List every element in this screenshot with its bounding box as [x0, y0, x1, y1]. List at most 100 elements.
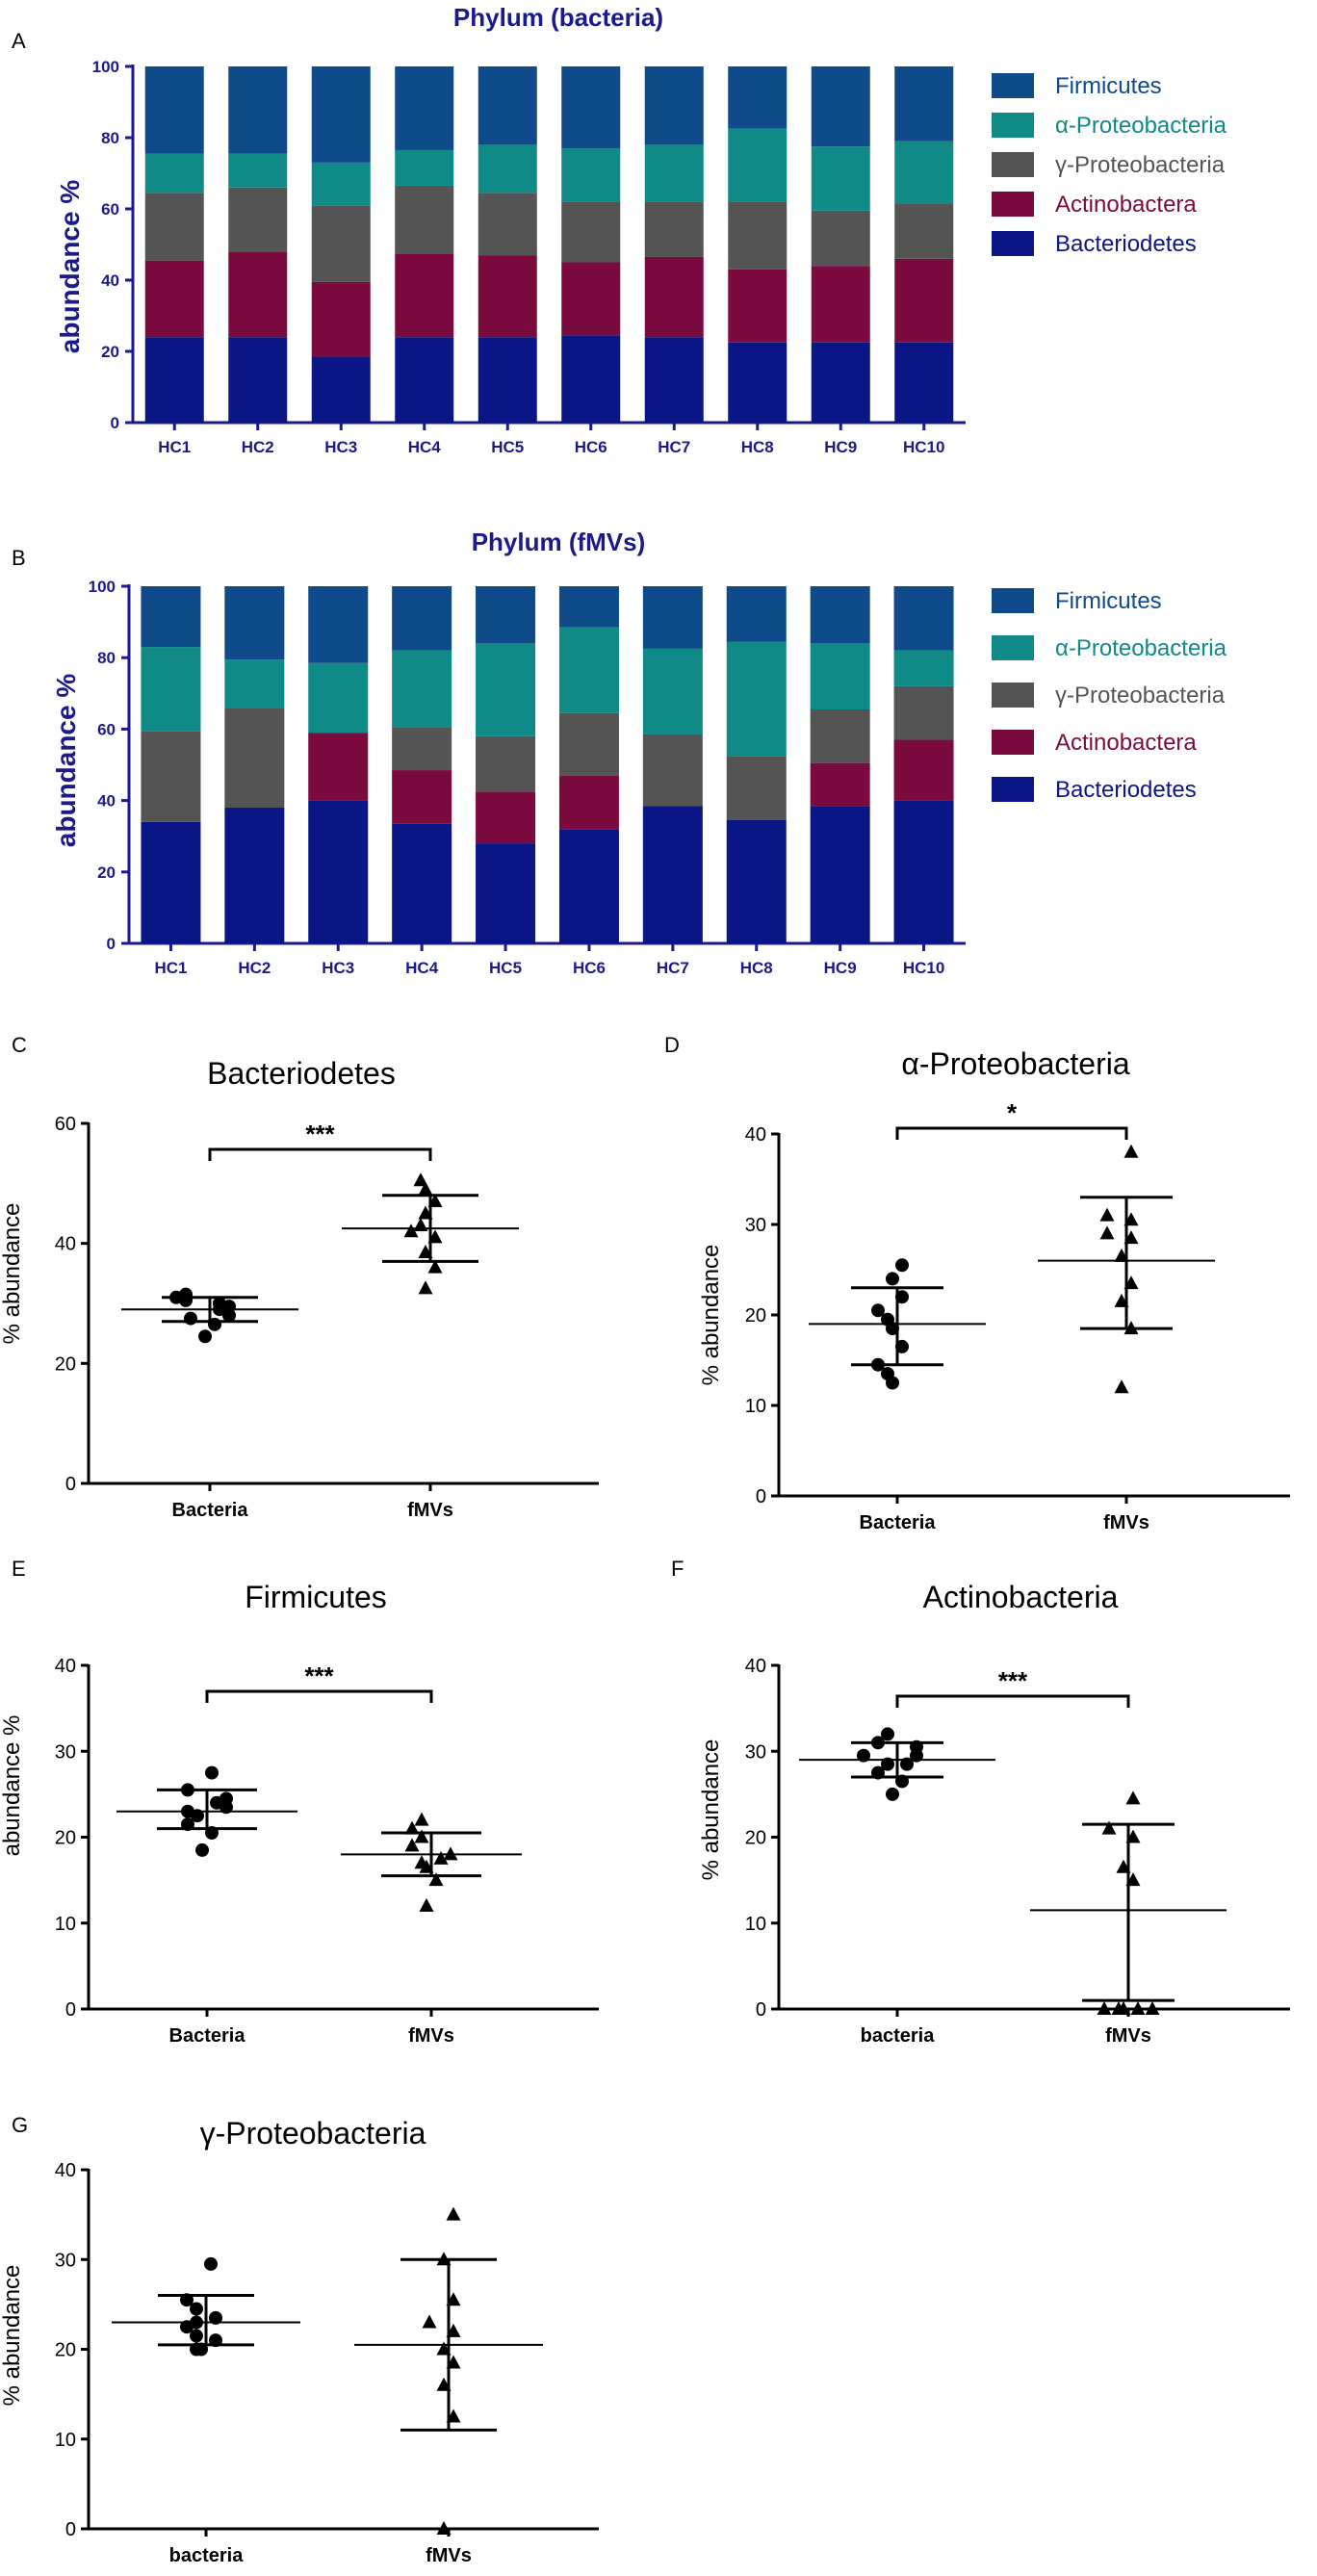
bar-segment	[810, 806, 870, 943]
bar-segment	[558, 829, 619, 943]
legend-swatch	[992, 635, 1034, 660]
legend-label: Firmicutes	[1055, 73, 1162, 99]
bar-segment	[893, 739, 954, 801]
bar-segment	[478, 144, 537, 193]
bar-segment	[228, 187, 288, 252]
x-tick-label: HC1	[154, 959, 187, 977]
bar-segment	[644, 144, 704, 202]
y-tick-label: 20	[55, 2340, 76, 2361]
data-point	[403, 1224, 419, 1238]
data-point	[881, 1727, 894, 1741]
bar-segment	[308, 733, 369, 801]
data-point	[204, 2256, 218, 2271]
data-point	[1099, 1225, 1115, 1240]
y-tick-label: 10	[55, 1914, 76, 1935]
bar-segment	[476, 643, 536, 736]
plot-area: 0 10 20 30 40 Bacteria fMVs ***	[55, 1656, 599, 2047]
data-point	[427, 1259, 443, 1274]
y-tick-label: 80	[97, 649, 116, 667]
y-tick-label: 100	[89, 578, 116, 596]
bar-segment	[726, 586, 787, 642]
bar-segment	[308, 662, 369, 734]
bar-segment	[810, 586, 870, 644]
bar-segment	[228, 337, 288, 423]
y-tick-label: 10	[745, 1914, 766, 1935]
y-tick-label: 30	[55, 1741, 76, 1763]
y-tick-label: 20	[101, 343, 119, 361]
bar-segment	[395, 337, 454, 423]
chart-title: Phylum (bacteria)	[453, 3, 663, 32]
bar-segment	[811, 146, 870, 211]
y-axis-label: abundance %	[55, 180, 85, 354]
legend-label: Bacteriodetes	[1055, 777, 1197, 803]
bar-segment	[811, 210, 870, 267]
y-tick-label: 0	[65, 2519, 76, 2540]
x-tick-label: HC6	[575, 438, 607, 456]
bar-segment	[478, 66, 537, 145]
bar-segment	[395, 185, 454, 254]
legend-label: α-Proteobacteria	[1055, 635, 1227, 661]
bar-segment	[644, 66, 704, 145]
bar-segment	[811, 342, 870, 423]
bar-segment	[728, 66, 788, 129]
data-point	[886, 1272, 899, 1286]
y-tick-label: 40	[55, 2160, 76, 2181]
y-tick-label: 20	[745, 1305, 766, 1327]
panel-letter: G	[12, 2113, 28, 2137]
panel-c: C Bacteriodetes % abundance 0 20 40 60 Bacte…	[0, 1033, 599, 1521]
legend-swatch	[992, 152, 1034, 177]
data-point	[428, 1872, 444, 1887]
significance-bracket	[205, 1689, 433, 1703]
y-axis-label: % abundance	[0, 1203, 25, 1345]
x-tick-label: HC7	[658, 438, 690, 456]
data-point	[433, 1850, 449, 1865]
y-tick-label: 0	[111, 414, 119, 432]
x-tick-label: Bacteria	[860, 1512, 937, 1533]
bar-segment	[561, 262, 621, 336]
bar-segment	[810, 643, 870, 709]
x-tick-label: fMVs	[407, 1500, 453, 1521]
data-point	[1130, 2001, 1146, 2015]
x-tick-label: HC4	[405, 959, 439, 977]
bar-segment	[395, 66, 454, 150]
plot-area: 0 20 40 60 80 100 HC1 HC2 HC3 HC4 HC5 HC6 HC7 HC8 HC9 H…	[92, 58, 966, 456]
x-tick-label: HC8	[740, 959, 773, 977]
x-tick-label: HC9	[824, 959, 857, 977]
legend-label: Firmicutes	[1055, 588, 1162, 614]
bar-segment	[726, 820, 787, 943]
bar-segment	[228, 251, 288, 338]
data-point	[1114, 1379, 1129, 1394]
panel-letter: B	[12, 546, 26, 570]
bar-segment	[893, 650, 954, 686]
data-point	[1111, 2001, 1126, 2015]
y-axis-label: % abundance	[698, 1245, 724, 1386]
y-tick-label: 30	[55, 2250, 76, 2271]
bar-segment	[894, 203, 954, 259]
y-tick-label: 60	[101, 200, 119, 219]
x-tick-label: HC2	[242, 438, 274, 456]
y-tick-label: 0	[107, 935, 116, 953]
bar-segment	[144, 66, 204, 154]
bar-segment	[311, 162, 371, 206]
bar-segment	[141, 647, 201, 732]
chart-title: α-Proteobacteria	[901, 1046, 1129, 1081]
bar-segment	[224, 659, 285, 708]
panel-a: A Phylum (bacteria) abundance % 0 20 40 60 8…	[12, 3, 1227, 456]
bar-segment	[395, 149, 454, 186]
bar-segment	[476, 586, 536, 644]
y-tick-label: 10	[745, 1396, 766, 1417]
x-tick-label: fMVs	[408, 2025, 454, 2047]
y-tick-label: 40	[745, 1656, 766, 1677]
y-tick-label: 40	[55, 1234, 76, 1255]
data-point	[414, 1812, 429, 1826]
data-point	[419, 1897, 434, 1912]
data-point	[205, 1765, 219, 1780]
y-tick-label: 0	[65, 1999, 76, 2021]
data-point	[195, 1842, 209, 1857]
x-tick-label: Bacteria	[169, 2025, 246, 2047]
data-point	[881, 1367, 894, 1381]
data-point	[179, 1287, 193, 1301]
legend-label: γ-Proteobacteria	[1055, 152, 1226, 178]
data-point	[1099, 1207, 1115, 1222]
data-point	[184, 1311, 197, 1326]
